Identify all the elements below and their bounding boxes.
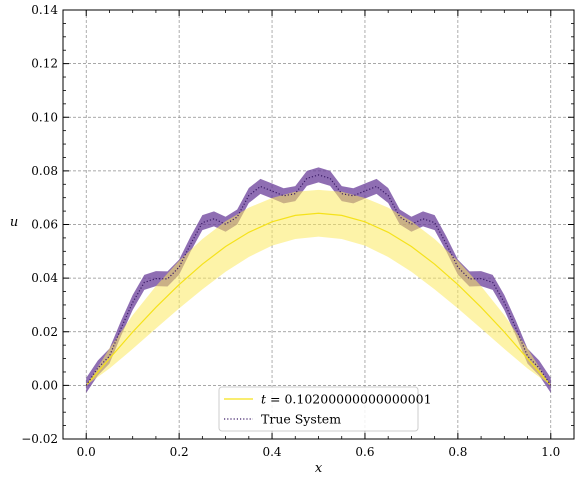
x-tick-label: 0.6 bbox=[355, 445, 374, 459]
x-tick-label: 0.8 bbox=[448, 445, 467, 459]
y-tick-label: 0.02 bbox=[31, 325, 58, 339]
x-tick-label: 1.0 bbox=[541, 445, 560, 459]
x-tick-label: 0.2 bbox=[170, 445, 189, 459]
x-tick-label: 0.0 bbox=[77, 445, 96, 459]
x-axis-label: x bbox=[315, 461, 323, 476]
y-tick-label: 0.10 bbox=[31, 110, 58, 124]
legend-label-t-var: t bbox=[261, 392, 267, 407]
y-tick-label: 0.08 bbox=[31, 164, 58, 178]
y-tick-label: −0.02 bbox=[21, 432, 58, 446]
axis-ticks: 0.0 0.2 0.4 0.6 0.8 1.0 −0.02 0.00 0.02 0.04 0.06 0… bbox=[21, 3, 575, 459]
x-tick-label: 0.4 bbox=[262, 445, 281, 459]
legend-box bbox=[218, 386, 419, 432]
true-system-series-line bbox=[85, 174, 552, 386]
legend-label-t-value: = 0.10200000000000001 bbox=[266, 392, 432, 407]
y-tick-label: 0.14 bbox=[31, 3, 58, 17]
series-layer bbox=[85, 167, 552, 393]
y-tick-label: 0.00 bbox=[31, 378, 58, 392]
y-tick-label: 0.06 bbox=[31, 218, 58, 232]
y-tick-label: 0.04 bbox=[31, 271, 58, 285]
legend: t = 0.10200000000000001 True System bbox=[218, 386, 432, 432]
y-axis-label: u bbox=[10, 215, 18, 230]
model-band bbox=[86, 189, 551, 386]
legend-label-t: t = 0.10200000000000001 bbox=[261, 392, 432, 407]
y-tick-label: 0.12 bbox=[31, 57, 58, 71]
model-series-line bbox=[85, 212, 552, 386]
legend-label-true-system: True System bbox=[261, 412, 341, 427]
